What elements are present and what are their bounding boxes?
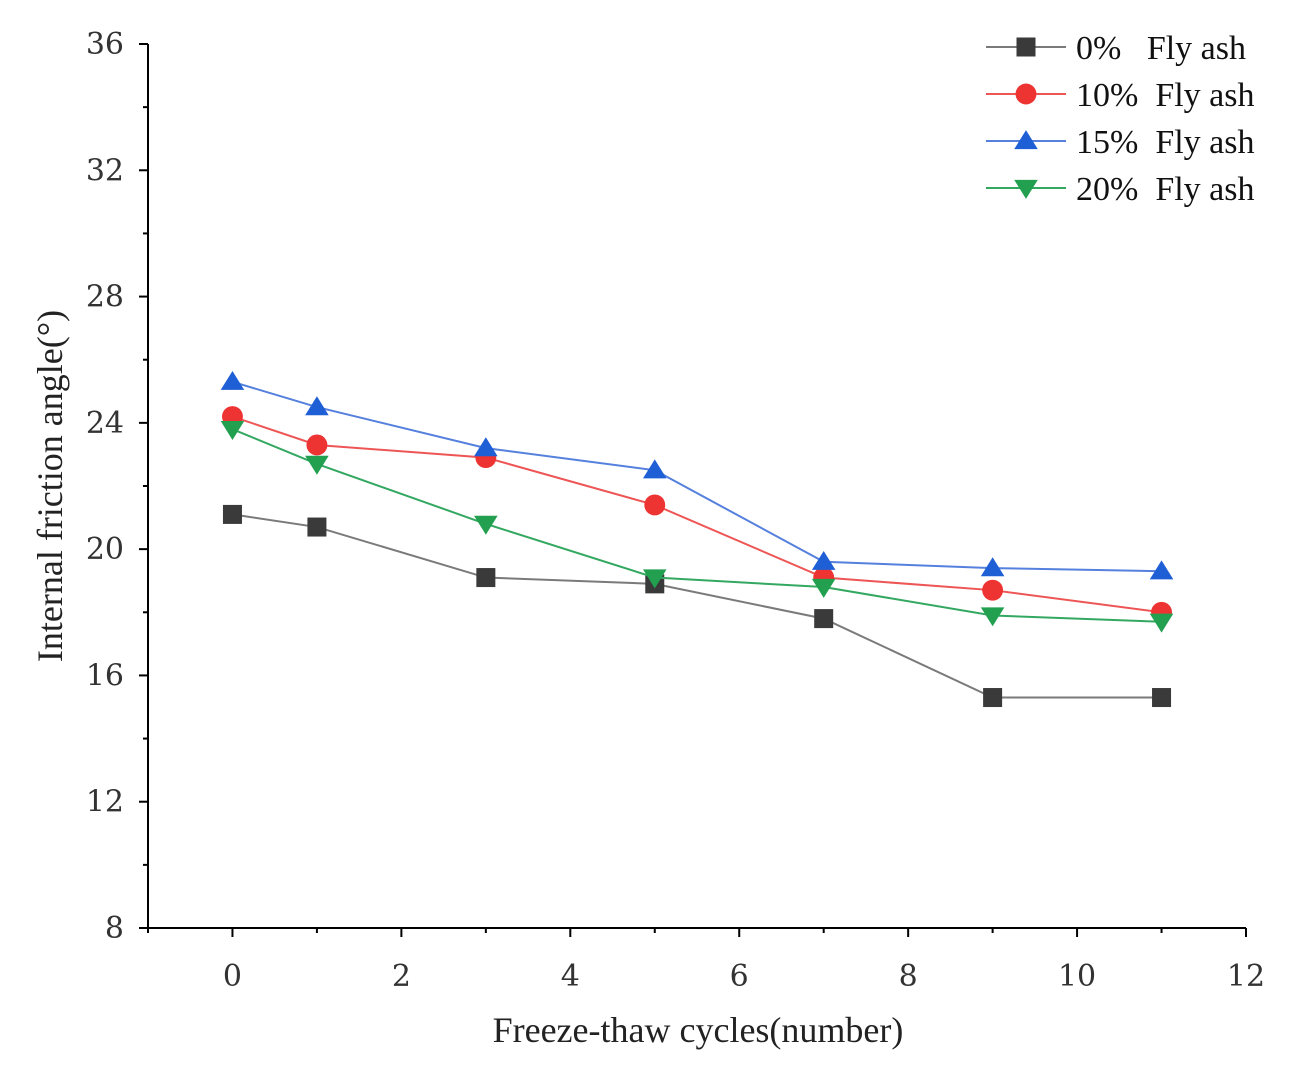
legend-marker: [1016, 37, 1036, 57]
y-tick-label: 24: [86, 406, 124, 441]
data-point: [222, 504, 242, 524]
series-1: [222, 406, 1172, 623]
x-tick-label: 4: [561, 959, 580, 994]
legend-item: 10% Fly ash: [986, 77, 1255, 114]
data-point: [814, 609, 834, 629]
data-point: [305, 396, 329, 416]
data-point: [642, 459, 667, 479]
y-tick-label: 32: [86, 153, 124, 188]
data-point: [307, 517, 327, 537]
legend-label: 15% Fly ash: [1076, 124, 1255, 161]
legend-marker: [1015, 83, 1037, 105]
data-point: [1149, 613, 1174, 633]
y-tick-label: 12: [86, 785, 124, 820]
data-point: [1149, 560, 1174, 580]
legend-label: 0% Fly ash: [1076, 30, 1246, 67]
y-tick-label: 28: [86, 280, 124, 315]
data-point: [811, 578, 836, 598]
data-point: [811, 550, 836, 570]
x-tick-label: 10: [1058, 959, 1096, 994]
x-tick-label: 0: [223, 959, 242, 994]
x-tick-label: 6: [730, 959, 749, 994]
legend-item: 0% Fly ash: [986, 30, 1246, 67]
x-axis-title: Freeze-thaw cycles(number): [493, 1010, 904, 1050]
data-point: [982, 579, 1004, 601]
data-point: [220, 370, 245, 390]
x-tick-label: 12: [1227, 959, 1265, 994]
series-line: [232, 513, 1162, 699]
legend: 0% Fly ash 10% Fly ash 15% Fly ash 20% Fly …: [986, 30, 1255, 208]
legend-label: 10% Fly ash: [1076, 77, 1255, 114]
series-layer: [220, 370, 1174, 708]
x-tick-label: 2: [392, 959, 411, 994]
legend-marker: [1014, 179, 1038, 199]
legend-item: 15% Fly ash: [986, 124, 1255, 161]
data-point: [980, 607, 1005, 627]
y-axis-title: Internal friction angle(°): [30, 310, 70, 662]
data-point: [642, 569, 667, 589]
x-tick-label: 8: [899, 959, 918, 994]
data-point: [474, 515, 498, 535]
y-tick-label: 36: [86, 27, 124, 62]
data-point: [220, 421, 245, 441]
data-point: [644, 494, 666, 516]
data-point: [476, 568, 496, 588]
data-point: [474, 437, 498, 457]
legend-marker: [1014, 130, 1038, 150]
data-point: [983, 688, 1003, 708]
legend-item: 20% Fly ash: [986, 171, 1255, 208]
series-0: [222, 504, 1172, 708]
series-2: [220, 370, 1174, 580]
data-point: [1152, 688, 1172, 708]
y-tick-label: 16: [86, 658, 124, 693]
series-3: [220, 421, 1174, 633]
y-tick-label: 20: [86, 532, 124, 567]
y-tick-label: 8: [105, 911, 124, 946]
series-line: [232, 415, 1162, 614]
legend-label: 20% Fly ash: [1076, 171, 1255, 208]
data-point: [306, 434, 328, 456]
data-point: [980, 557, 1005, 577]
data-point: [305, 455, 329, 475]
